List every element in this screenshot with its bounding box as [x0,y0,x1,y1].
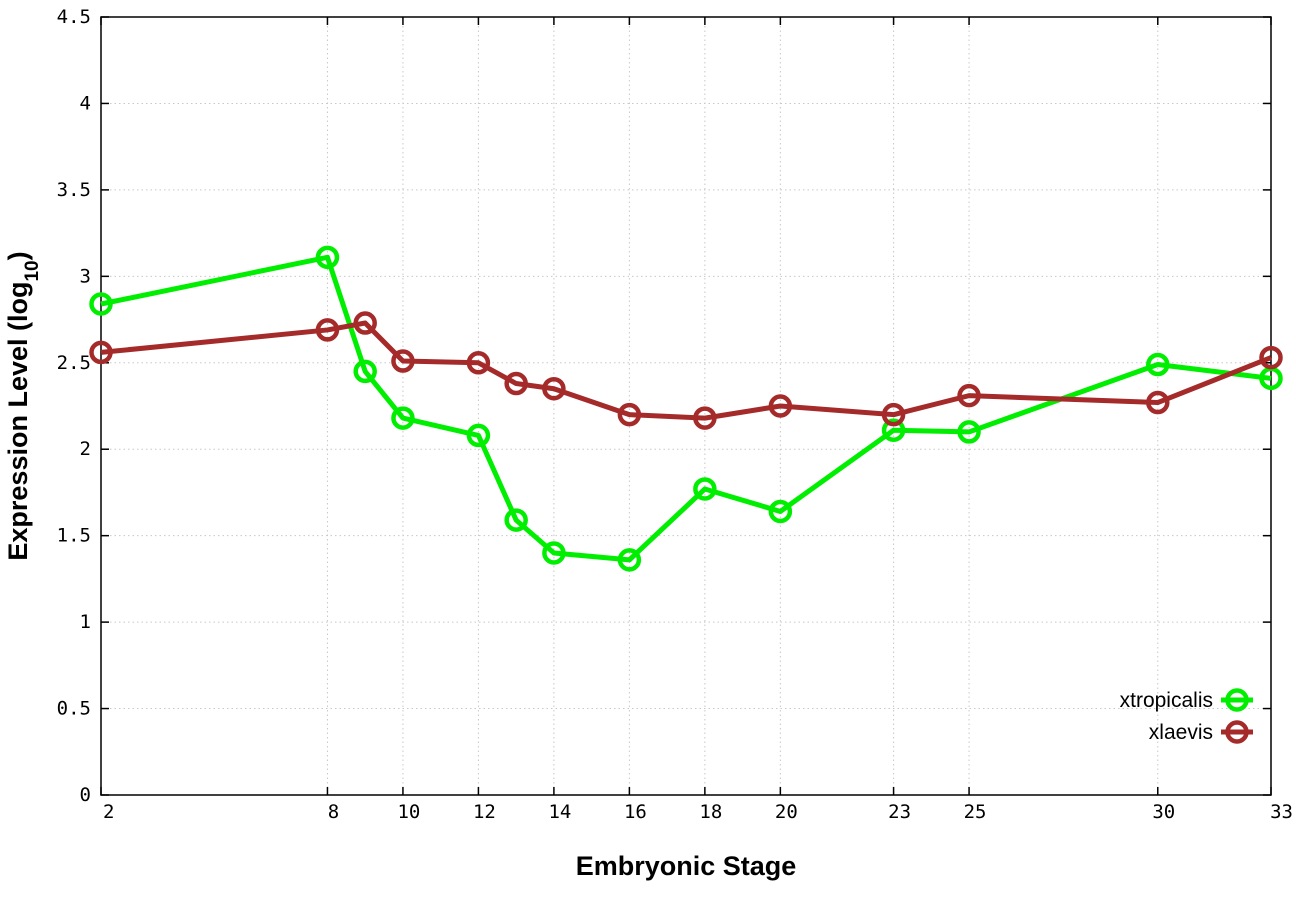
data-point-xtropicalis [391,406,415,430]
legend-swatch-marker [1225,688,1249,712]
data-point-xtropicalis [542,541,566,565]
x-tick-label: 16 [624,801,647,823]
data-point-xlaevis [617,402,642,427]
y-tick-label: 4.5 [57,6,91,28]
x-tick-label: 18 [699,801,722,823]
series-line-xlaevis [100,320,1272,421]
y-tick-label: 0 [80,784,91,806]
series-lines [89,245,1283,572]
data-point-xlaevis [542,376,566,401]
y-tick-label: 1 [80,611,91,633]
data-point-xtropicalis [315,245,340,270]
y-tick-label: 4 [80,92,91,114]
series-line-xtropicalis [100,254,1272,563]
x-tick-label: 30 [1152,801,1175,823]
x-axis-title: Embryonic Stage [576,851,797,881]
legend-swatch-marker [1225,720,1249,744]
data-point-xlaevis [391,349,415,373]
y-tick-label: 3.5 [57,179,91,201]
x-tick-label: 33 [1270,801,1293,823]
x-tick-label: 8 [328,801,339,823]
x-tick-label: 20 [775,801,798,823]
legend: xtropicalis xlaevis [1120,688,1253,744]
data-point-xtropicalis [1146,352,1170,377]
data-point-xtropicalis [353,359,377,384]
data-point-xlaevis [768,394,793,418]
grid-lines [101,17,1271,795]
x-tick-label: 25 [964,801,987,823]
x-tick-label: 12 [473,801,496,823]
data-point-xtropicalis [617,548,642,572]
data-point-xtropicalis [881,418,906,442]
legend-item-xlaevis: xlaevis [1149,720,1253,744]
y-tick-label: 1.5 [57,525,91,547]
data-point-xlaevis [957,383,981,408]
y-tick-label: 3 [80,265,91,287]
data-point-xlaevis [315,318,340,342]
data-point-xlaevis [466,351,491,375]
data-point-xtropicalis [466,423,491,448]
x-tick-label: 2 [103,801,114,823]
data-point-xtropicalis [693,477,717,501]
y-axis-title: Expression Level (log10) [3,251,43,560]
legend-label: xtropicalis [1120,689,1213,712]
y-tick-label: 2 [80,438,91,460]
x-tick-label: 14 [548,801,571,823]
data-point-xtropicalis [768,499,793,524]
data-point-xlaevis [1259,345,1283,370]
y-tick-label: 0.5 [57,698,91,720]
data-point-xlaevis [504,371,528,396]
x-tick-label: 23 [888,801,911,823]
data-point-xlaevis [89,340,113,365]
series-xlaevis [89,311,1283,430]
y-axis-title-main: Expression Level (log [3,282,33,561]
x-tick-label: 10 [397,801,420,823]
data-point-xtropicalis [957,420,981,444]
data-point-xtropicalis [504,508,528,532]
data-point-xlaevis [881,402,906,427]
data-point-xtropicalis [89,292,113,316]
legend-item-xtropicalis: xtropicalis [1120,688,1253,712]
data-point-xlaevis [693,406,717,430]
y-tick-label: 2.5 [57,352,91,374]
axis-ticks: 0 0.5 1 1.5 2 2.5 3 3.5 4 4.5 2 8 10 12 14 16 18 20 23 25 30… [57,6,1293,823]
y-axis-title-close: ) [3,251,33,260]
y-axis-title-subscript: 10 [22,260,43,281]
data-point-xlaevis [353,311,377,335]
plot-frame [100,16,1272,796]
legend-label: xlaevis [1149,721,1213,744]
series-xtropicalis [89,245,1283,572]
data-point-xlaevis [1146,390,1170,415]
